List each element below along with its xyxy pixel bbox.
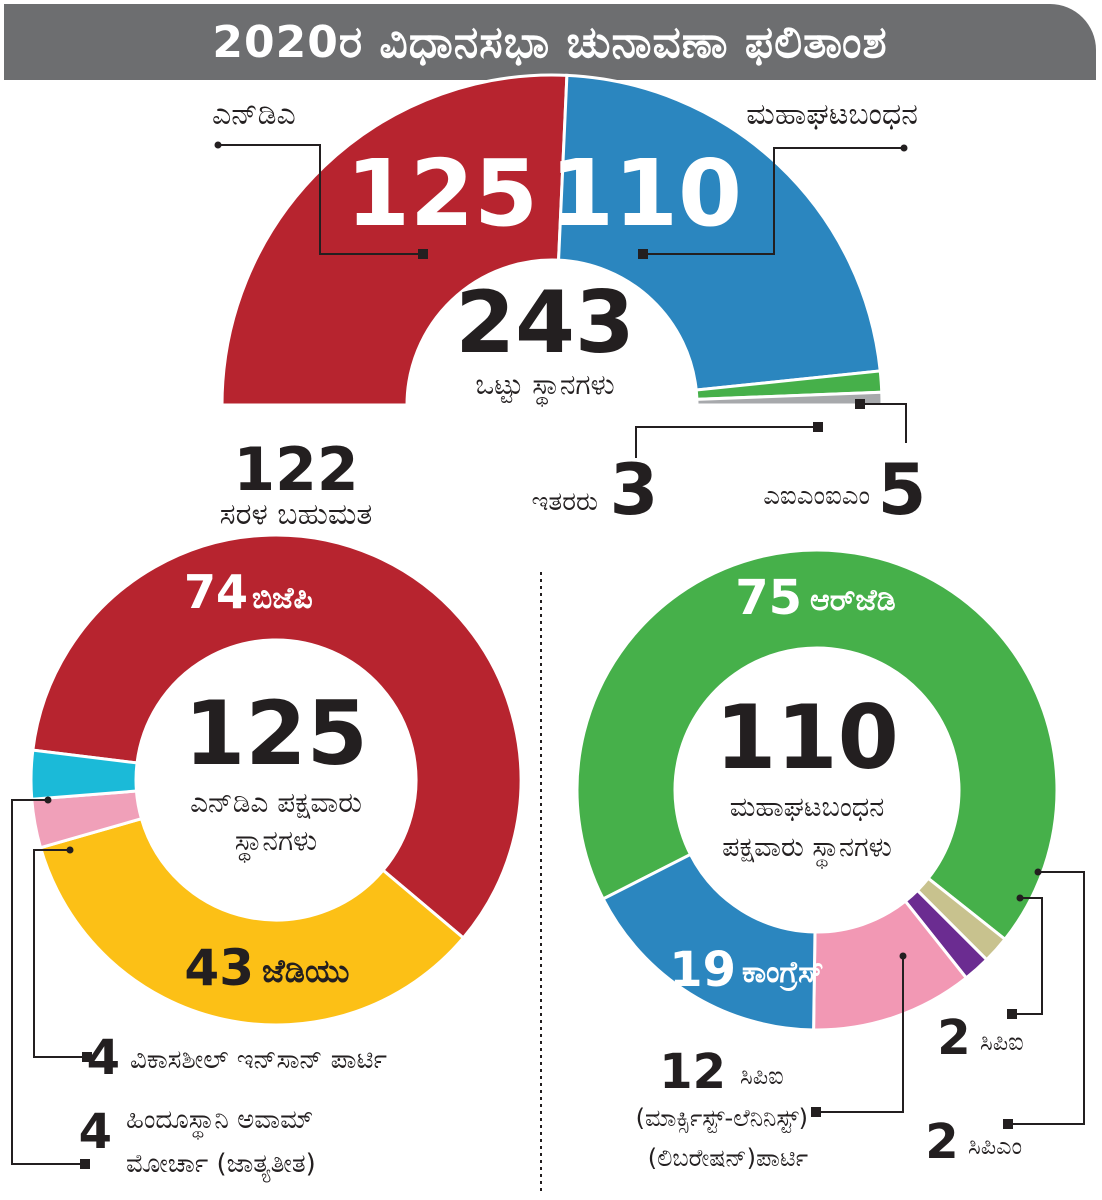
label-cpi-name: ಸಿಪಿಐ: [980, 1028, 1024, 1056]
leader-dot: [66, 846, 74, 854]
leader-ham: [11, 799, 86, 1165]
label-nda-value: 125: [346, 140, 538, 247]
leader-dot: [214, 141, 222, 149]
label-ham-name-2: ಮೋರ್ಚಾ (ಜಾತ್ಯತೀತ): [126, 1149, 316, 1182]
leader-cpi: [1012, 897, 1043, 1015]
label-rjd-name: ಆರ್‌ಜೆಡಿ: [810, 583, 896, 618]
mgb-party-donut: [575, 548, 1059, 1032]
label-ham-name-1: ಹಿಂದೂಸ್ಥಾನಿ ಅವಾಮ್: [126, 1105, 313, 1141]
label-aimim-name: ಎಐಎಂಐಎಂ: [763, 481, 870, 511]
mgb-slice-congress: [601, 852, 817, 1032]
label-rjd-value: 75: [735, 570, 802, 626]
center-total-label: ಒಟ್ಟು ಸ್ಥಾನಗಳು: [475, 368, 614, 407]
leader-dot: [1003, 1119, 1013, 1129]
leader-dot: [1007, 1009, 1017, 1019]
label-nda-name: ಎನ್‌ಡಿಎ: [212, 97, 296, 132]
label-jdu-name: ಜೆಡಿಯು: [262, 952, 349, 990]
label-bjp-name: ಬಿಜೆಪಿ: [252, 581, 313, 616]
leader-dot: [1034, 868, 1042, 876]
nda-center-label-2: ಸ್ಥಾನಗಳು: [235, 824, 317, 863]
label-cpiml-name-1: ಸಿಪಿಐ: [740, 1062, 784, 1090]
leader-others: [635, 426, 818, 458]
mgb-center-label-1: ಮಹಾಘಟಬಂಧನ: [730, 792, 885, 823]
leader-dot: [900, 144, 908, 152]
leader-nda: [218, 144, 423, 255]
nda-slice-vip: [29, 748, 139, 801]
label-cpi-value: 2: [937, 1010, 970, 1066]
page-title: 2020ರ ವಿಧಾನಸಭಾ ಚುನಾವಣಾ ಫಲಿತಾಂಶ: [212, 16, 888, 68]
center-total-value: 243: [455, 273, 635, 373]
leader-dot: [855, 399, 865, 409]
leader-dot: [1016, 894, 1024, 902]
leader-dot: [811, 1107, 821, 1117]
label-ham-value: 4: [79, 1104, 112, 1160]
leader-mgb: [643, 147, 904, 255]
label-bjp-value: 74: [184, 565, 248, 619]
leader-aimim: [860, 403, 907, 443]
label-jdu-value: 43: [184, 939, 254, 997]
half-slice-nda: [220, 73, 569, 407]
mgb-center-value: 110: [715, 686, 899, 789]
leader-dots: [44, 141, 1042, 1169]
leader-dot: [899, 952, 907, 960]
nda-slice-bjp: [31, 533, 523, 940]
leader-vip: [33, 849, 86, 1058]
half-slice-mgb: [556, 73, 882, 392]
leader-dot: [418, 249, 428, 259]
label-cpim-name: ಸಿಪಿಎಂ: [968, 1132, 1022, 1160]
label-mgb-value: 110: [550, 140, 742, 247]
label-vip-name: ವಿಕಾಸಶೀಲ್ ಇನ್‌ಸಾನ್ ಪಾರ್ಟಿ: [130, 1045, 387, 1075]
mgb-center-label-2: ಪಕ್ಷವಾರು ಸ್ಥಾನಗಳು: [722, 832, 892, 869]
nda-party-donut: [29, 533, 523, 1027]
majority-label: ಸರಳ ಬಹುಮತ: [220, 497, 373, 532]
title-bar: 2020ರ ವಿಧಾನಸಭಾ ಚುನಾವಣಾ ಫಲಿತಾಂಶ: [4, 4, 1096, 80]
leader-dot: [80, 1159, 90, 1169]
leader-dot: [813, 422, 823, 432]
majority-value: 122: [233, 435, 358, 505]
leader-dot: [44, 796, 52, 804]
label-vip-value: 4: [87, 1030, 120, 1086]
label-others-name: ಇತರರು: [532, 487, 598, 517]
leader-cpim: [1008, 871, 1085, 1125]
label-cpiml-value: 12: [659, 1044, 726, 1100]
label-mgb-name: ಮಹಾಘಟಬಂಧನ: [746, 97, 918, 132]
mgb-slice-rjd: [575, 548, 1059, 942]
leader-dot: [82, 1052, 92, 1062]
label-others-value: 3: [610, 449, 659, 531]
label-cpiml-name-3: (ಲಿಬರೇಷನ್)ಪಾರ್ಟಿ: [648, 1144, 808, 1172]
label-aimim-value: 5: [878, 449, 927, 531]
leader-dot: [638, 249, 648, 259]
half-slice-others: [695, 390, 884, 407]
leader-lines: [11, 144, 1085, 1165]
label-congress-value: 19: [669, 942, 736, 998]
nda-center-label-1: ಎನ್‌ಡಿಎ ಪಕ್ಷವಾರು: [190, 786, 362, 819]
label-cpiml-name-2: (ಮಾರ್ಕ್ಸಿಸ್ಟ್-ಲೆನಿನಿಸ್ಟ್): [636, 1104, 808, 1133]
label-cpim-value: 2: [925, 1114, 958, 1170]
seat-share-half-donut: [220, 73, 884, 407]
nda-center-value: 125: [184, 682, 368, 785]
leader-cpiml: [816, 956, 904, 1113]
label-congress-name: ಕಾಂಗ್ರೆಸ್: [742, 955, 824, 992]
nda-slice-jdu: [38, 816, 466, 1027]
